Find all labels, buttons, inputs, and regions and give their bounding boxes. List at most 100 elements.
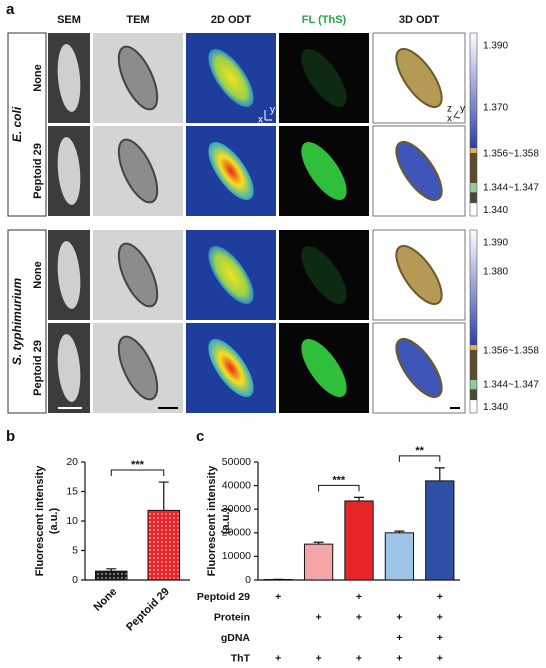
bacterium	[57, 137, 81, 205]
colorbar-segment	[470, 148, 477, 153]
colorbar-segment	[470, 230, 477, 346]
bar	[344, 500, 374, 581]
condition-label: ThT	[231, 652, 251, 664]
error-bar	[313, 541, 324, 545]
error-bar	[158, 481, 169, 511]
colorbar-label: 1.340	[483, 402, 508, 413]
colorbar-segment	[470, 345, 477, 350]
row-label: None	[32, 261, 44, 289]
bacterium	[208, 49, 254, 107]
bar	[384, 532, 415, 581]
axis-glyph: x	[447, 114, 452, 125]
bacterium	[117, 242, 159, 308]
column-header: 3D ODT	[399, 14, 440, 26]
condition-mark: +	[396, 611, 402, 623]
colorbar-label: 1.356~1.358	[483, 148, 539, 159]
y-tick-label: 0	[245, 574, 251, 586]
panel-label: c	[196, 428, 204, 445]
condition-mark: +	[356, 652, 362, 664]
colorbar-frame	[469, 229, 478, 414]
bar	[425, 480, 455, 581]
group-label: E. coli	[10, 106, 24, 142]
colorbar-segment	[470, 192, 477, 204]
bacterium	[301, 246, 347, 304]
significance-bracket	[398, 455, 441, 462]
significance-bracket	[110, 469, 165, 477]
group-box	[7, 229, 47, 414]
bacterium	[301, 49, 347, 107]
error-bar	[354, 496, 364, 501]
colorbar-segment	[470, 152, 477, 184]
y-tick-label: 10000	[222, 550, 251, 562]
colorbar-segment	[470, 349, 477, 381]
bacterium	[117, 138, 159, 204]
panel-label: b	[6, 428, 15, 445]
group-box	[7, 32, 47, 217]
colorbar-segment	[470, 203, 477, 216]
panel-label: a	[6, 1, 15, 18]
colorbar-label: 1.356~1.358	[483, 345, 539, 356]
bacterium	[208, 142, 254, 200]
colorbar-label: 1.344~1.347	[483, 182, 539, 193]
axis-arrow	[453, 110, 461, 119]
condition-mark: +	[437, 611, 443, 623]
colorbar-segment	[470, 380, 477, 390]
condition-label: Protein	[214, 611, 250, 623]
condition-mark: +	[275, 652, 281, 664]
row-label: Peptoid 29	[32, 143, 44, 199]
axis-glyph: x	[258, 115, 263, 126]
axis-glyph: y	[460, 104, 465, 115]
condition-mark: +	[275, 591, 281, 603]
bacterium	[395, 338, 443, 398]
y-tick-label: 5	[72, 544, 78, 556]
bacterium	[301, 142, 347, 200]
row-label: None	[32, 64, 44, 92]
y-axis-title: Fluorescent intensity	[206, 465, 218, 577]
colorbar-label: 1.370	[483, 103, 508, 114]
colorbar-frame	[469, 32, 478, 217]
significance-label: ***	[332, 474, 346, 486]
y-axis-title: (a.u.)	[220, 508, 232, 535]
significance-label: **	[415, 445, 424, 457]
condition-mark: +	[437, 652, 443, 664]
row-label: Peptoid 29	[32, 340, 44, 396]
y-tick-label: 0	[72, 574, 78, 586]
bacterium	[117, 335, 159, 401]
bacterium	[208, 339, 254, 397]
axis-arrow	[264, 110, 272, 121]
error-bar	[106, 568, 117, 572]
colorbar-segment	[470, 389, 477, 401]
bacterium	[57, 241, 81, 309]
y-tick-label: 30000	[222, 503, 251, 515]
x-tick-label: None	[91, 586, 119, 614]
bacterium	[395, 141, 443, 201]
bar	[303, 543, 334, 581]
condition-mark: +	[396, 652, 402, 664]
colorbar-segment	[470, 33, 477, 149]
condition-mark: +	[396, 632, 402, 644]
colorbar-label: 1.380	[483, 267, 508, 278]
bacterium	[301, 339, 347, 397]
y-tick-label: 50000	[222, 456, 251, 468]
colorbar-label: 1.344~1.347	[483, 379, 539, 390]
bacterium	[395, 245, 443, 305]
error-bar	[434, 467, 445, 481]
bacterium	[57, 334, 81, 402]
column-header: TEM	[126, 14, 149, 26]
condition-mark: +	[316, 611, 322, 623]
significance-bracket	[318, 484, 360, 492]
colorbar-label: 1.340	[483, 205, 508, 216]
condition-mark: +	[437, 632, 443, 644]
y-tick-label: 15	[66, 485, 78, 497]
column-header: FL (ThS)	[302, 14, 347, 26]
colorbar-label: 1.390	[483, 237, 508, 248]
colorbar-segment	[470, 183, 477, 193]
x-tick-label: Peptoid 29	[124, 586, 172, 634]
column-header: 2D ODT	[211, 14, 252, 26]
condition-mark: +	[316, 652, 322, 664]
condition-mark: +	[356, 591, 362, 603]
y-axis-title: Fluorescent intensity	[34, 465, 46, 577]
y-tick-label: 20	[66, 456, 78, 468]
y-tick-label: 40000	[222, 479, 251, 491]
